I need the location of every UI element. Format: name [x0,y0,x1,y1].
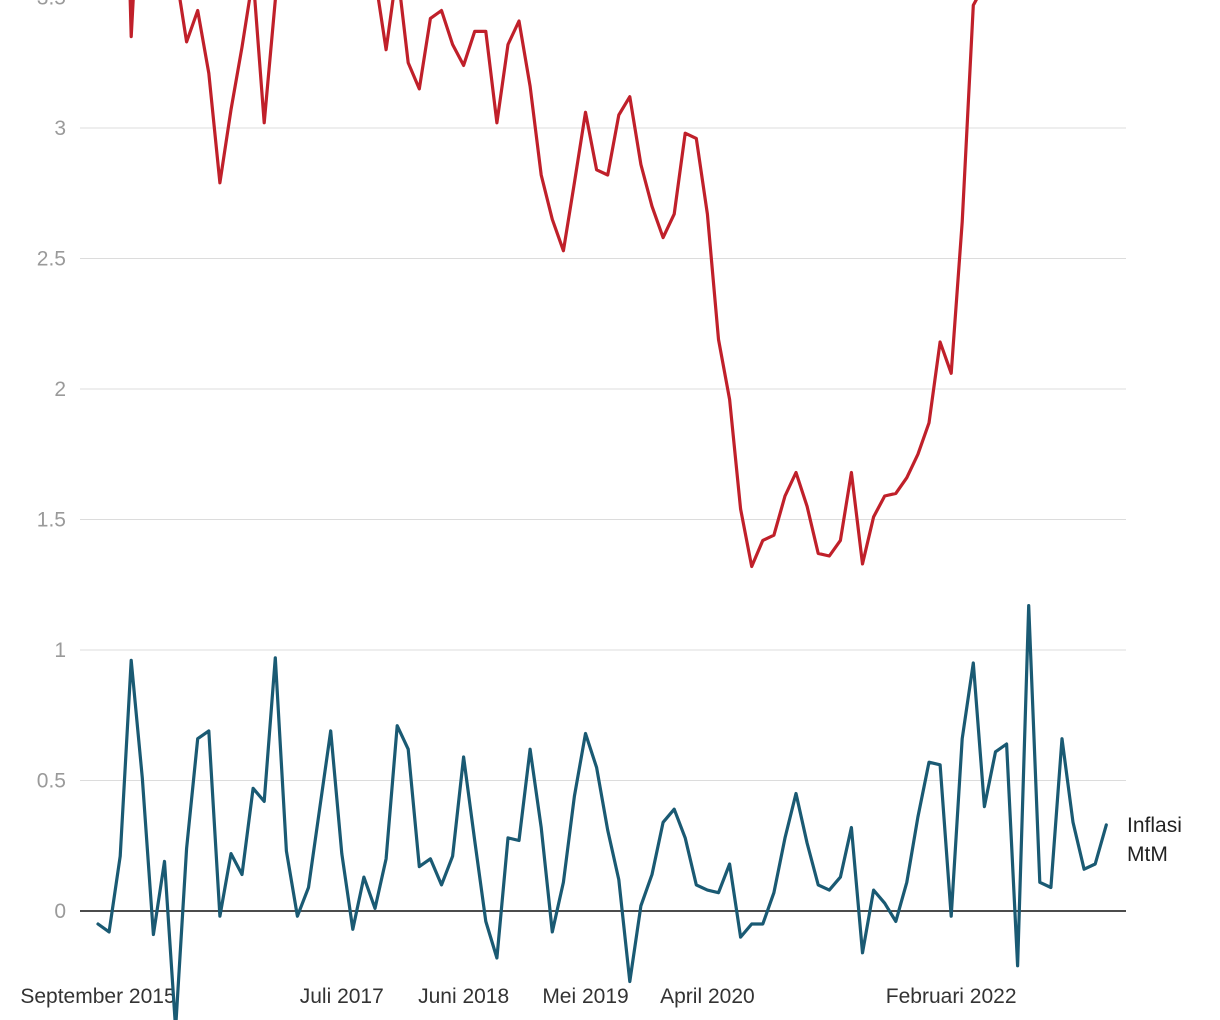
series-line-inflasi-mtm [96,603,1108,1020]
y-tick-label: 3 [54,117,66,140]
y-tick-label: 1 [54,639,66,662]
x-tick-label: Februari 2022 [886,985,1017,1008]
x-tick-label: April 2020 [660,985,755,1008]
series-line-inflasi-yoy [128,0,978,569]
y-tick-label: 1.5 [37,509,66,532]
series-label: MtM [1127,843,1168,866]
y-tick-label: 2 [54,378,66,401]
x-axis-ticks: September 2015 Juli 2017 Juni 2018 Mei 2019… [20,985,1016,1008]
x-tick-label: Mei 2019 [542,985,628,1008]
y-tick-label: 0 [54,900,66,923]
series-lines [96,0,1108,1020]
series-label: Inflasi [1127,814,1182,837]
x-tick-label: September 2015 [20,985,175,1008]
series-labels: InflasiYoYInflasiMtM [1127,814,1182,866]
x-tick-label: Juli 2017 [300,985,384,1008]
y-tick-label: 3.5 [37,0,66,10]
x-tick-label: Juni 2018 [418,985,509,1008]
gridlines [80,127,1126,912]
y-tick-label: 0.5 [37,770,66,793]
y-axis-ticks: 00.511.522.533.544.555.566.5 [37,0,66,923]
y-tick-label: 2.5 [37,248,66,271]
